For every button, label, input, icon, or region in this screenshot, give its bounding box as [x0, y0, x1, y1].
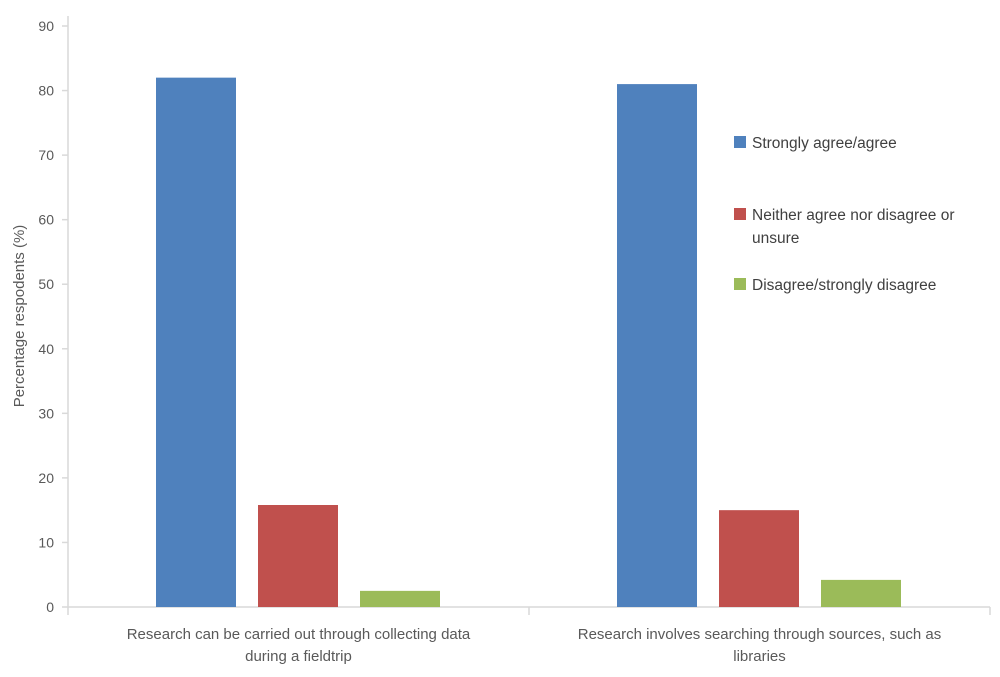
- y-tick-label: 70: [38, 147, 54, 163]
- bar: [258, 505, 338, 607]
- y-tick-label: 50: [38, 276, 54, 292]
- y-axis-title: Percentage respodents (%): [11, 225, 28, 408]
- y-tick-label: 0: [46, 599, 54, 615]
- legend-label: Disagree/strongly disagree: [752, 277, 936, 294]
- y-tick-label: 60: [38, 212, 54, 228]
- legend-label: Strongly agree/agree: [752, 135, 897, 152]
- bar: [617, 84, 697, 608]
- bars: [156, 77, 901, 608]
- legend-label: unsure: [752, 230, 799, 247]
- x-category-label: during a fieldtrip: [245, 648, 352, 665]
- bar: [821, 579, 901, 607]
- y-tick-label: 20: [38, 470, 54, 486]
- legend-swatch: [734, 278, 746, 290]
- legend-label: Neither agree nor disagree or: [752, 207, 954, 224]
- legend: Strongly agree/agree Neither agree nor di…: [734, 135, 954, 294]
- y-tick-label: 40: [38, 341, 54, 357]
- y-axis: 0 10 20 30 40 50 60 70 80 90: [38, 16, 69, 615]
- bar: [719, 510, 799, 607]
- x-category-label: Research involves searching through sour…: [578, 626, 942, 643]
- bar: [156, 77, 236, 607]
- x-category-label: libraries: [733, 648, 786, 665]
- x-category-label: Research can be carried out through coll…: [127, 626, 471, 643]
- y-tick-label: 80: [38, 83, 54, 99]
- legend-swatch: [734, 208, 746, 220]
- x-axis: Research can be carried out through coll…: [67, 606, 991, 665]
- legend-swatch: [734, 136, 746, 148]
- y-tick-label: 90: [38, 18, 54, 34]
- y-tick-label: 30: [38, 405, 54, 421]
- bar: [360, 590, 440, 607]
- y-tick-label: 10: [38, 534, 54, 550]
